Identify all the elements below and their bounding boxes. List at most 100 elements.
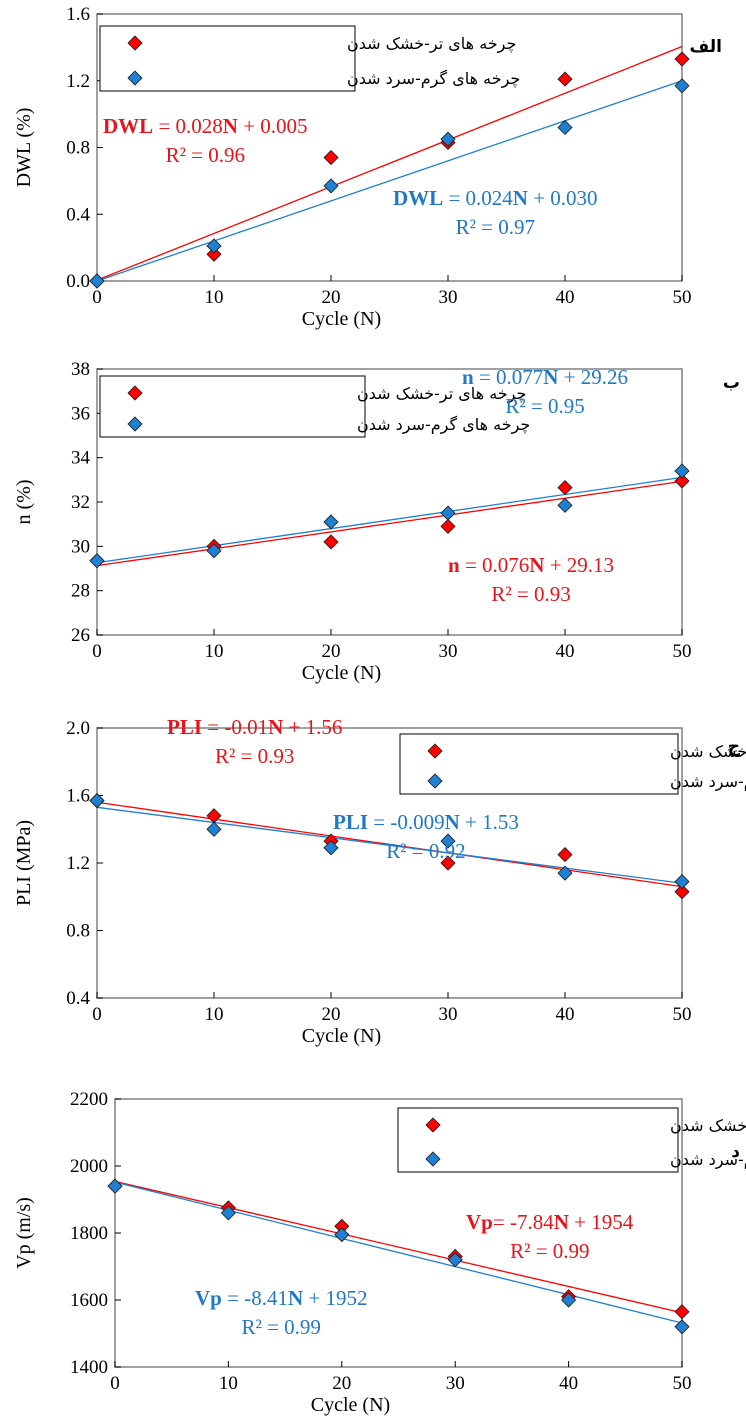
r-squared-red: R² = 0.93 xyxy=(215,744,294,768)
data-point-red xyxy=(674,51,690,67)
y-tick-label: 26 xyxy=(71,625,90,646)
r-squared-blue: R² = 0.97 xyxy=(456,215,535,239)
legend-marker-red xyxy=(427,743,443,759)
x-tick-label: 10 xyxy=(205,287,224,308)
y-tick-label: 1.2 xyxy=(66,71,90,92)
x-tick-label: 40 xyxy=(556,287,575,308)
legend-label-blue: چرخه های گرم-سرد شدن xyxy=(670,1150,746,1170)
data-point-blue xyxy=(89,792,105,809)
y-tick-label: 0.8 xyxy=(66,921,90,942)
x-tick-label: 50 xyxy=(673,1004,692,1025)
data-point-red xyxy=(440,855,456,871)
y-tick-label: 0.0 xyxy=(66,271,90,292)
x-tick-label: 30 xyxy=(446,1373,465,1394)
legend-label-blue: چرخه های گرم-سرد شدن xyxy=(670,772,746,792)
chart-panel-2: 26 28 30 32 34 36 38 0 10 20 30 40 50 Cycle (N) n (%) ب… xyxy=(13,359,740,684)
r-squared-blue: R² = 0.99 xyxy=(242,1315,321,1339)
chart-panel-1: 0.0 0.4 0.8 1.2 1.6 0 10 20 30 40 50 Cycle (N) DWL (… xyxy=(13,4,722,330)
legend-marker-blue xyxy=(425,1151,441,1167)
y-tick-label: 0.4 xyxy=(66,204,90,225)
equation-red: n = 0.076N + 29.13 xyxy=(448,553,614,577)
data-point-red xyxy=(674,473,690,489)
y-axis-title: DWL (%) xyxy=(13,108,35,188)
legend-marker-red xyxy=(127,35,143,51)
data-point-blue xyxy=(674,78,690,94)
x-tick-label: 30 xyxy=(439,287,458,308)
x-tick-label: 10 xyxy=(219,1373,238,1394)
panel-label: الف xyxy=(690,37,722,57)
equation-blue: n = 0.077N + 29.26 xyxy=(462,365,628,389)
x-tick-label: 0 xyxy=(92,641,102,662)
data-point-blue xyxy=(557,497,573,513)
x-tick-label: 10 xyxy=(205,1004,224,1025)
data-point-red xyxy=(557,71,573,87)
y-axis-title: n (%) xyxy=(13,480,35,525)
data-point-red xyxy=(674,884,690,900)
x-tick-label: 40 xyxy=(556,641,575,662)
legend: چرخه های تر-خشک شدن چرخه های گرم-سرد شدن xyxy=(399,733,746,795)
legend-marker-red xyxy=(127,385,143,401)
trendline-blue xyxy=(96,806,683,884)
legend-label-red: چرخه های تر-خشک شدن xyxy=(357,384,526,404)
y-tick-label: 1.6 xyxy=(66,786,90,807)
x-tick-label: 10 xyxy=(205,641,224,662)
data-point-blue xyxy=(206,238,222,254)
x-tick-label: 30 xyxy=(439,641,458,662)
data-point-red xyxy=(557,846,573,863)
x-tick-label: 0 xyxy=(92,1004,102,1025)
trendline-red xyxy=(96,801,683,888)
y-tick-label: 30 xyxy=(71,536,90,557)
data-point-blue xyxy=(220,1205,236,1221)
y-axis-title: PLI (MPa) xyxy=(13,820,35,906)
x-tick-label: 0 xyxy=(92,287,102,308)
trendline-red xyxy=(96,45,683,281)
y-tick-label: 1600 xyxy=(70,1290,108,1311)
y-tick-label: 2200 xyxy=(70,1089,108,1110)
data-point-red xyxy=(206,246,222,262)
r-squared-red: R² = 0.99 xyxy=(510,1239,589,1263)
equation-red: Vp= -7.84N + 1954 xyxy=(466,1210,634,1234)
chart-panel-3: 0.4 0.8 1.2 1.6 2.0 0 10 20 30 40 50 Cycle (N) PLI (… xyxy=(13,715,746,1047)
y-tick-label: 2000 xyxy=(70,1156,108,1177)
y-tick-label: 1.6 xyxy=(66,4,90,25)
data-point-red xyxy=(323,149,339,166)
r-squared-blue: R² = 0.92 xyxy=(386,839,465,863)
chart-panel-4: 1400 1600 1800 2000 2200 0 10 20 30 40 50 Cycle (N)… xyxy=(13,1089,746,1416)
data-point-red xyxy=(323,534,339,550)
data-point-blue xyxy=(557,865,573,881)
x-tick-label: 50 xyxy=(673,641,692,662)
data-point-blue xyxy=(447,1252,463,1268)
legend-marker-blue xyxy=(127,70,143,86)
data-point-red xyxy=(440,518,456,534)
data-point-red xyxy=(674,1304,690,1320)
x-tick-label: 30 xyxy=(439,1004,458,1025)
panel-label: ب xyxy=(723,373,740,393)
legend-box xyxy=(99,25,356,92)
data-point-red xyxy=(557,480,573,496)
legend-marker-red xyxy=(425,1117,441,1133)
data-point-blue xyxy=(674,873,690,890)
data-point-blue xyxy=(323,178,339,194)
data-point-blue xyxy=(440,131,456,147)
y-tick-label: 28 xyxy=(71,581,90,602)
trendline-red xyxy=(114,1180,683,1314)
y-tick-label: 0.8 xyxy=(66,138,90,159)
legend-box xyxy=(99,375,366,438)
r-squared-red: R² = 0.96 xyxy=(166,143,245,167)
x-tick-label: 20 xyxy=(322,1004,341,1025)
data-point-blue xyxy=(674,1319,690,1335)
data-point-blue xyxy=(323,514,339,530)
x-tick-label: 50 xyxy=(673,1373,692,1394)
equation-red: DWL = 0.028N + 0.005 xyxy=(103,114,308,138)
x-axis-title: Cycle (N) xyxy=(302,1025,381,1047)
equation-blue: Vp = -8.41N + 1952 xyxy=(195,1286,367,1310)
x-tick-label: 40 xyxy=(556,1004,575,1025)
data-point-blue xyxy=(440,505,456,521)
data-point-blue xyxy=(674,463,690,479)
data-point-blue xyxy=(323,840,339,856)
legend-label-red: چرخه های تر-خشک شدن xyxy=(670,742,746,762)
x-tick-label: 20 xyxy=(332,1373,351,1394)
legend: چرخه های تر-خشک شدن چرخه های گرم-سرد شدن xyxy=(397,1107,746,1173)
equation-red: PLI = -0.01N + 1.56 xyxy=(167,715,342,739)
